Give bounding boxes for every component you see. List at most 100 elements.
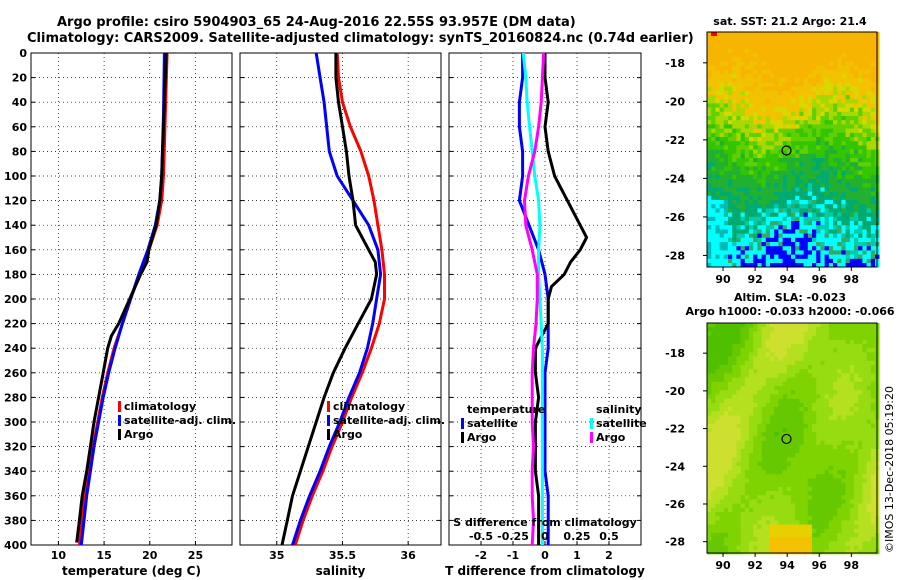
sla_map-cell [807, 495, 813, 500]
sla_map-cell [795, 482, 800, 488]
sla_map-cell [845, 482, 851, 488]
sst_map-cell [824, 149, 830, 155]
sla_map-cell [782, 545, 788, 551]
sla_map-cell [854, 365, 859, 370]
sst_map-cell [862, 107, 867, 113]
sla_map-cell [749, 474, 754, 479]
sla_map-cell [833, 407, 838, 412]
sla_map-cell [778, 419, 783, 425]
sla_map-cell [866, 537, 872, 542]
sla_map-cell [728, 474, 733, 479]
sst_map-cell [812, 40, 817, 45]
sst_map-cell [778, 99, 783, 104]
sst_map-cell [740, 225, 746, 230]
sla_map-cell [845, 352, 851, 357]
sst_map-cell [740, 158, 746, 163]
sla_map-cell [803, 339, 809, 345]
sst_map-cell [753, 61, 758, 66]
sst_map-cell [765, 32, 771, 37]
sst_map-cell [715, 195, 720, 201]
sla_map-cell [795, 377, 800, 383]
sla_map-cell [862, 407, 867, 412]
sst_map-cell [770, 99, 775, 104]
sst_map-cell [841, 32, 846, 37]
sst_map-cell [761, 124, 767, 129]
sla_map-cell [757, 327, 762, 332]
sla_map-cell [774, 394, 779, 399]
sst_map-cell [858, 78, 863, 83]
sla_map-cell [820, 516, 825, 521]
sst_map-cell [870, 99, 876, 104]
sst_map-cell [820, 90, 825, 96]
sst_map-cell [765, 107, 771, 113]
sla_map-cell [736, 482, 741, 488]
sst_map-cell [707, 124, 712, 129]
sst_map-cell [858, 242, 863, 247]
sla_map-cell [807, 407, 813, 412]
sla_map-cell [820, 533, 825, 538]
sla_map-cell [744, 470, 750, 475]
sst_map-cell [807, 48, 813, 54]
sst_map-cell [736, 195, 741, 201]
sst_map-cell [782, 116, 788, 121]
sla_map-cell [858, 428, 863, 433]
sla_map-cell [782, 386, 788, 391]
sla_map-cell [803, 423, 809, 429]
sla_map-cell [845, 398, 851, 404]
sla_map-cell [791, 549, 796, 555]
sla_map-cell [749, 331, 754, 336]
sst_map-cell [736, 128, 741, 134]
sst_map-cell [749, 212, 754, 218]
sla_map-cell [761, 386, 767, 391]
sla_map-cell [858, 369, 863, 374]
sla_map-cell [719, 390, 725, 395]
sst_map-cell [770, 242, 775, 247]
sla_map-cell [749, 436, 754, 441]
sst_map-cell [774, 36, 779, 41]
sst_map-cell [753, 40, 758, 45]
sst_map-cell [786, 103, 792, 108]
sst_map-cell [778, 204, 783, 209]
sla_map-cell [870, 444, 876, 450]
sst_map-cell [719, 225, 725, 230]
sst_map-cell [828, 86, 834, 92]
sla_map-cell [833, 436, 838, 441]
sst_map-cell [774, 116, 779, 121]
sla_map-cell [833, 419, 838, 425]
sst_map-cell [715, 183, 720, 188]
sla_map-cell [866, 453, 872, 458]
sla_map-cell [862, 499, 867, 504]
sst_map-cell [740, 61, 746, 66]
depth-tick-label: 380 [4, 514, 27, 527]
sst_map-cell [786, 208, 792, 213]
sla_map-cell [858, 495, 863, 500]
sla_map-cell [795, 465, 800, 471]
sst_map-ytick-label: -26 [665, 211, 685, 224]
sst_map-cell [778, 128, 783, 134]
sst_map-cell [719, 153, 725, 159]
sla_map-cell [841, 369, 846, 374]
sla_map-cell [723, 495, 729, 500]
sla_map-cell [870, 478, 876, 483]
sst_map-cell [799, 124, 804, 129]
sla_map-cell [795, 491, 800, 496]
sst_map-cell [803, 90, 809, 96]
sla_map-cell [849, 365, 855, 370]
sla_map-cell [778, 377, 783, 383]
sla_map-cell [862, 402, 867, 408]
sst_map-cell [845, 137, 851, 142]
sla_map-cell [715, 352, 720, 357]
sst_map-cell [824, 137, 830, 142]
sst_map-cell [862, 179, 867, 184]
sst_map-cell [736, 141, 741, 146]
sst_map-cell [807, 246, 813, 251]
sst_map-cell [757, 225, 762, 230]
sst_map-cell [795, 174, 800, 180]
sst_map-cell [795, 225, 800, 230]
sst_map-cell [791, 44, 796, 50]
sla_map-cell [770, 444, 775, 450]
sst_map-cell [715, 246, 720, 251]
sla_map-cell [782, 356, 788, 362]
temperature-legend-label: satellite-adj. clim. [124, 414, 236, 427]
sst_map-cell [749, 170, 754, 176]
